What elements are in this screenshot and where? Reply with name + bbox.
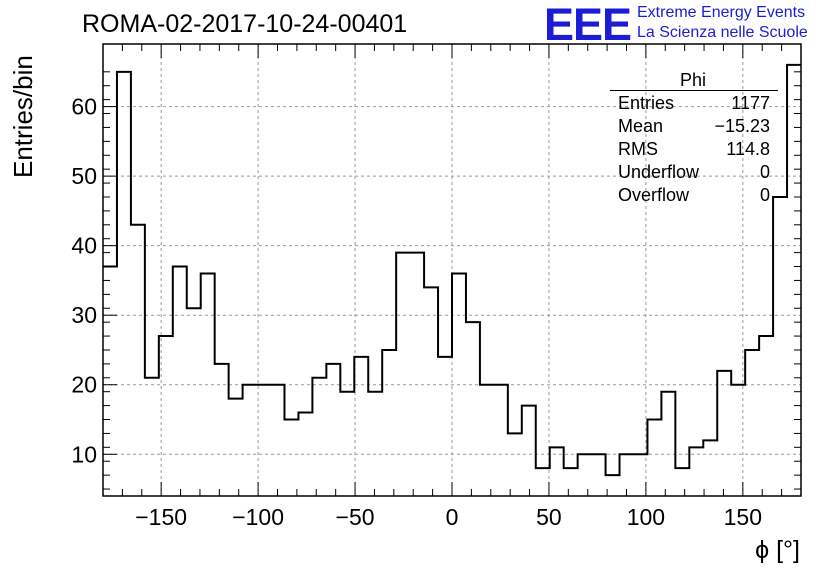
histogram-bin [494,385,508,496]
histogram-bin [382,350,396,496]
stat-value: 0 [759,162,770,182]
histogram-bin [717,371,731,496]
stat-label: Overflow [618,185,690,205]
axis-labels: −150 −100 −50 0 50 100 150 10 20 30 40 50 60 ϕ [°] Ent… [8,55,800,564]
stats-title: Phi [679,70,706,90]
stat-value: −15.23 [714,116,770,136]
stat-value: 1177 [731,93,770,113]
x-tick-label: −150 [135,504,187,530]
histogram-bin [354,357,368,496]
histogram-bin [647,420,661,496]
y-axis-title: Entries/bin [8,55,38,178]
histogram-bin [201,273,215,496]
x-tick-label: 0 [446,504,459,530]
histogram-bin [326,364,340,496]
histogram-bin [466,322,480,496]
axes [102,43,802,497]
histogram-bin [564,468,578,496]
x-tick-label: −50 [336,504,375,530]
histogram-bin [731,385,745,496]
y-tick-label: 10 [71,441,97,467]
stat-row-entries: Entries 1177 [618,93,778,115]
histogram-bin [508,433,522,496]
stat-value: 114.8 [726,139,770,159]
stat-row-mean: Mean −15.23 [618,116,778,138]
stat-value: 0 [759,185,770,205]
histogram-bin [284,420,298,496]
histogram-bin [606,475,620,496]
histogram-bin [159,336,173,496]
histogram-bin [243,385,257,496]
histogram-bin [396,253,410,496]
logo-line-2: La Scienza nelle Scuole [637,24,808,41]
histogram-bin [745,350,759,496]
histogram-bin [131,225,145,496]
histogram-bin [271,385,285,496]
histogram-bin [773,197,787,496]
histogram-bin [550,447,564,496]
x-tick-label: 150 [724,504,762,530]
x-axis-title: ϕ [°] [755,536,800,564]
stats-box: Phi Entries 1177 Mean −15.23 RMS 114.8 U… [608,70,778,210]
stat-label: RMS [618,139,658,159]
y-tick-label: 20 [71,372,97,398]
histogram-bin [187,308,201,496]
stat-label: Entries [618,93,675,113]
y-tick-label: 30 [71,302,97,328]
histogram-bin [145,378,159,496]
histogram-bin [689,447,703,496]
y-tick-label: 50 [71,163,97,189]
histogram-bin [215,364,229,496]
y-tick-label: 60 [71,94,97,120]
stats-divider [610,90,778,91]
histogram-bin [480,385,494,496]
x-tick-label: 100 [627,504,665,530]
stat-row-underflow: Underflow 0 [618,162,778,184]
histogram-bin [229,399,243,496]
histogram-bin [298,413,312,496]
histogram-bin [438,357,452,496]
histogram-bin [312,378,326,496]
stat-label: Underflow [618,162,700,182]
eee-logo: EEE [544,0,632,50]
run-title: ROMA-02-2017-10-24-00401 [82,10,408,38]
histogram-outline [103,63,801,477]
histogram-bin [410,253,424,496]
x-tick-label: 50 [536,504,562,530]
histogram-bin [522,406,536,496]
histogram-bin [759,336,773,496]
histogram-bin [592,454,606,496]
y-tick-label: 40 [71,233,97,259]
histogram-bin [117,72,131,496]
histogram-bin [257,385,271,496]
histogram-bin [578,454,592,496]
histogram-bin [173,267,187,496]
histogram-bin [340,392,354,496]
histogram-series [103,63,801,496]
histogram-bin [452,273,466,496]
histogram-bin [703,440,717,496]
stat-row-rms: RMS 114.8 [618,139,778,161]
histogram-bin [675,468,689,496]
stat-row-overflow: Overflow 0 [618,185,778,207]
logo-line-1: Extreme Energy Events [637,4,806,21]
x-tick-label: −100 [232,504,284,530]
stat-label: Mean [618,116,664,136]
histogram-bin [536,468,550,496]
histogram-bin [661,392,675,496]
histogram-bin [368,392,382,496]
histogram-bin [633,454,647,496]
histogram-bin [424,287,438,496]
